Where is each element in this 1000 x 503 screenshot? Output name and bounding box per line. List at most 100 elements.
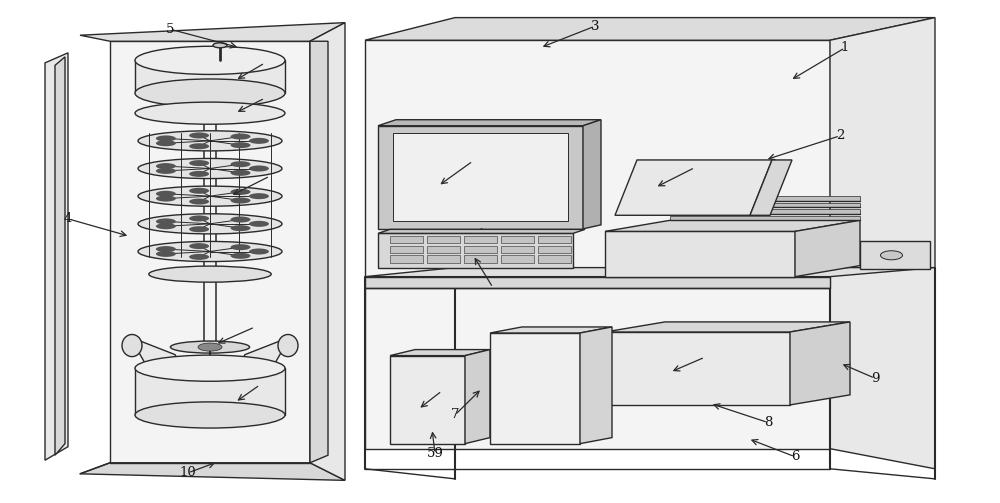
Text: 59: 59 [427,447,443,460]
Text: 8: 8 [764,416,772,429]
Bar [464,236,497,243]
Polygon shape [605,231,795,277]
Text: 6: 6 [791,450,799,463]
Polygon shape [80,23,345,41]
Polygon shape [378,229,585,233]
Ellipse shape [231,142,251,148]
Ellipse shape [138,158,282,179]
Polygon shape [490,333,580,444]
Ellipse shape [156,135,176,141]
Ellipse shape [278,334,298,357]
Ellipse shape [135,102,285,124]
Polygon shape [390,350,490,356]
Polygon shape [240,337,290,363]
Ellipse shape [231,198,251,204]
Polygon shape [670,209,860,214]
Ellipse shape [189,132,209,138]
Polygon shape [378,120,601,126]
Bar [464,256,497,263]
Ellipse shape [156,163,176,169]
Polygon shape [605,220,860,231]
Ellipse shape [189,243,209,249]
Ellipse shape [135,355,285,381]
Ellipse shape [231,216,251,222]
Polygon shape [860,241,930,269]
Ellipse shape [249,221,269,227]
Text: 3: 3 [591,20,599,33]
Ellipse shape [135,402,285,428]
Ellipse shape [231,189,251,195]
Ellipse shape [156,251,176,257]
Polygon shape [790,322,850,405]
Bar [390,236,423,243]
Polygon shape [310,23,345,480]
Polygon shape [365,277,830,288]
Ellipse shape [156,246,176,252]
Ellipse shape [189,188,209,194]
Ellipse shape [249,248,269,255]
Bar [538,256,571,263]
Bar [427,256,460,263]
Ellipse shape [231,244,251,250]
Ellipse shape [249,165,269,172]
Bar [464,245,497,253]
Ellipse shape [156,223,176,229]
Ellipse shape [156,168,176,174]
Ellipse shape [231,170,251,176]
Bar [427,236,460,243]
Polygon shape [390,356,465,444]
Ellipse shape [198,343,222,351]
Ellipse shape [138,214,282,234]
Ellipse shape [138,186,282,206]
Polygon shape [135,60,285,93]
Text: 9: 9 [871,372,879,385]
Ellipse shape [149,266,271,282]
Polygon shape [110,41,310,463]
Polygon shape [670,216,860,220]
Text: 5: 5 [166,23,174,36]
Bar [427,245,460,253]
Ellipse shape [213,43,227,48]
Bar [501,256,534,263]
Bar [501,245,534,253]
Polygon shape [670,196,860,201]
Polygon shape [465,350,490,444]
Polygon shape [135,368,285,415]
Ellipse shape [122,334,142,357]
Ellipse shape [189,226,209,232]
Bar [538,236,571,243]
Polygon shape [365,18,935,40]
Ellipse shape [189,215,209,221]
Polygon shape [750,160,792,215]
Polygon shape [378,233,573,268]
Ellipse shape [189,254,209,260]
Text: 1: 1 [841,41,849,54]
Ellipse shape [135,46,285,74]
Ellipse shape [189,199,209,205]
Polygon shape [55,57,65,455]
Ellipse shape [231,253,251,259]
Bar [390,245,423,253]
Ellipse shape [170,341,250,353]
Polygon shape [80,463,345,480]
Ellipse shape [189,160,209,166]
Polygon shape [605,322,850,332]
Ellipse shape [135,79,285,107]
Ellipse shape [138,131,282,151]
Ellipse shape [249,193,269,199]
Text: 2: 2 [836,129,844,142]
Polygon shape [365,40,830,449]
Ellipse shape [156,140,176,146]
Polygon shape [490,327,612,333]
Polygon shape [605,332,790,405]
Polygon shape [583,120,601,229]
Text: 10: 10 [180,466,196,479]
Ellipse shape [249,138,269,144]
Polygon shape [670,203,860,207]
Bar [393,133,568,221]
Bar [390,256,423,263]
Ellipse shape [189,171,209,177]
Polygon shape [615,160,772,215]
Ellipse shape [231,225,251,231]
Ellipse shape [138,241,282,262]
